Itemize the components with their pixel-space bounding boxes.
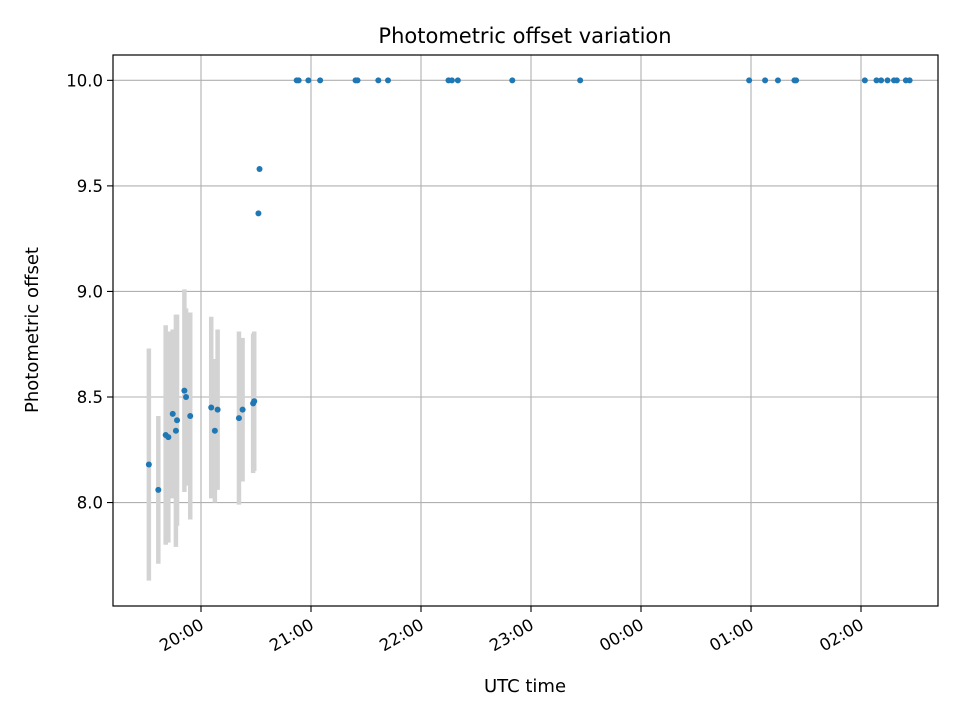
data-point <box>448 77 455 84</box>
data-point <box>235 415 242 422</box>
data-point <box>145 461 152 468</box>
data-point <box>181 387 188 394</box>
data-point <box>884 77 891 84</box>
data-point <box>861 77 868 84</box>
data-point <box>208 404 215 411</box>
y-tick-label: 10.0 <box>66 71 103 90</box>
data-point <box>454 77 461 84</box>
data-point <box>183 394 190 400</box>
data-point <box>354 77 361 84</box>
data-point <box>169 410 176 417</box>
data-point <box>172 427 179 434</box>
data-point <box>256 166 263 172</box>
plot-frame <box>112 54 939 607</box>
grid-lines <box>113 55 938 606</box>
y-axis-ticks: 8.0 8.5 9.0 9.5 10.0 <box>66 71 113 513</box>
data-point <box>762 77 769 84</box>
data-point <box>155 486 162 493</box>
y-axis-label: Photometric offset <box>22 247 43 413</box>
data-point <box>793 77 800 84</box>
data-point <box>577 77 584 84</box>
data-point <box>906 77 913 84</box>
data-point <box>878 77 885 84</box>
data-point <box>509 77 516 84</box>
data-point <box>305 77 312 84</box>
y-tick-label: 8.0 <box>77 494 103 513</box>
data-point <box>375 77 382 84</box>
data-point <box>165 434 172 441</box>
data-points <box>145 77 913 493</box>
data-point <box>187 413 194 419</box>
data-point <box>774 77 781 84</box>
x-axis-label: UTC time <box>484 676 566 697</box>
data-point <box>873 77 880 84</box>
y-tick-label: 9.5 <box>77 177 103 196</box>
data-point <box>211 427 218 434</box>
data-point <box>214 406 221 413</box>
data-point <box>239 406 246 413</box>
data-point <box>893 77 900 84</box>
chart-title: Photometric offset variation <box>378 24 671 48</box>
data-point <box>255 210 262 217</box>
y-tick-label: 8.5 <box>77 388 103 407</box>
y-tick-label: 9.0 <box>77 282 103 301</box>
data-point <box>385 77 391 84</box>
data-point <box>746 77 753 84</box>
data-point <box>317 77 324 84</box>
data-point <box>174 417 181 424</box>
data-point <box>295 77 302 84</box>
data-point <box>251 398 258 405</box>
